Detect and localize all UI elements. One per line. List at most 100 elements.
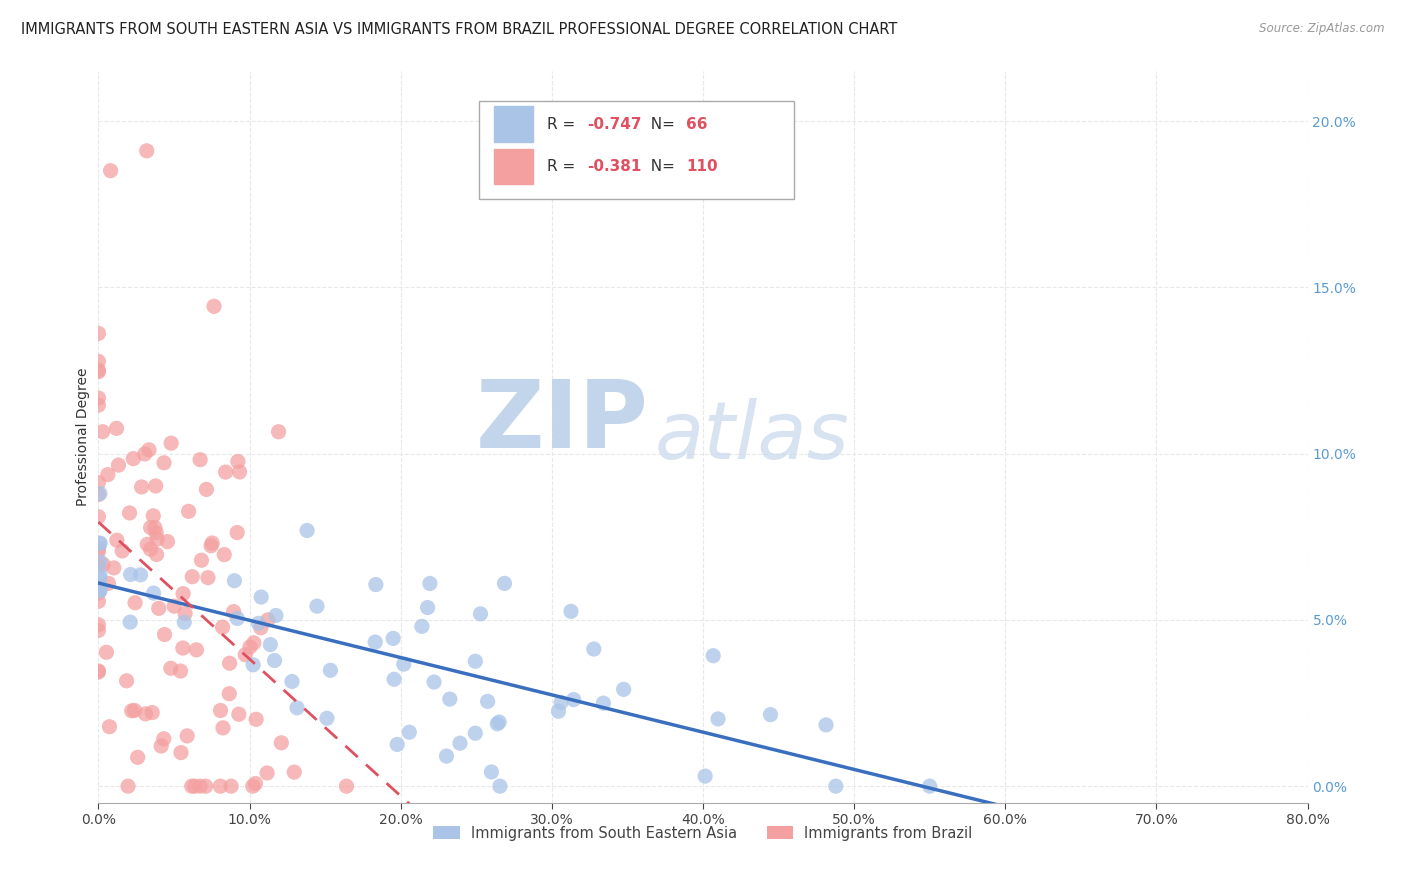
Point [145,525,167,540]
Point [247,616,270,631]
Point [129,568,152,582]
Point [87,363,110,377]
Point [470,607,492,621]
Point [87,586,110,600]
Point [183,779,205,793]
Point [264,608,287,623]
Text: N=: N= [641,117,681,131]
Point [87,582,110,597]
Point [153,456,176,470]
Point [201,536,224,550]
Point [488,715,510,730]
Point [285,701,308,715]
Point [87,365,110,379]
Point [135,144,157,158]
Point [163,599,186,614]
Point [89,566,111,581]
Point [449,736,471,750]
Text: ZIP: ZIP [475,376,648,468]
Point [211,620,233,634]
Point [464,726,486,740]
Point [160,436,183,450]
Bar [494,106,533,142]
Point [305,599,328,614]
Point [89,580,111,594]
Point [181,570,204,584]
Point [177,504,200,518]
Point [411,619,433,633]
Point [228,707,250,722]
Point [153,627,176,641]
Point [120,567,142,582]
Text: R =: R = [547,159,581,174]
Point [89,580,111,594]
Point [382,673,405,687]
Point [176,729,198,743]
Point [281,674,304,689]
Point [212,721,235,735]
Point [87,391,110,405]
Point [100,163,122,178]
Point [824,779,846,793]
Point [547,704,569,718]
Point [364,635,387,649]
Point [423,675,446,690]
Point [87,665,110,679]
Point [188,779,211,793]
Point [918,779,941,793]
Point [139,520,162,534]
Point [89,536,111,550]
Point [152,731,174,746]
Point [87,624,110,638]
Bar [494,149,533,184]
Point [121,704,143,718]
Point [91,558,114,572]
Point [89,555,111,569]
Point [243,636,266,650]
Point [419,576,441,591]
Point [146,532,169,546]
Point [89,582,111,597]
Point [89,572,111,586]
Point [122,451,145,466]
Point [136,537,159,551]
Point [131,480,153,494]
Point [120,615,142,629]
Text: Source: ZipAtlas.com: Source: ZipAtlas.com [1260,22,1385,36]
Point [87,664,110,678]
Point [239,640,262,654]
Point [464,654,486,668]
Point [148,601,170,615]
Point [124,703,146,717]
Point [224,574,246,588]
Point [250,590,273,604]
Point [267,425,290,439]
Point [218,687,240,701]
Point [134,706,156,721]
Point [398,725,420,739]
Point [259,638,281,652]
Point [560,604,582,618]
Point [392,657,415,672]
Point [233,648,256,662]
Text: 66: 66 [686,117,707,131]
Point [190,553,212,567]
Point [436,749,458,764]
Point [174,607,197,621]
Point [87,541,110,556]
Point [283,765,305,780]
Point [107,458,129,472]
Point [87,487,110,501]
Point [115,673,138,688]
Point [295,524,318,538]
Text: -0.747: -0.747 [586,117,641,131]
Point [97,467,120,482]
Point [87,617,110,632]
Point [105,421,128,435]
Point [91,425,114,439]
Point [141,706,163,720]
Point [188,452,211,467]
Point [316,711,339,725]
Point [87,594,110,608]
Point [127,750,149,764]
